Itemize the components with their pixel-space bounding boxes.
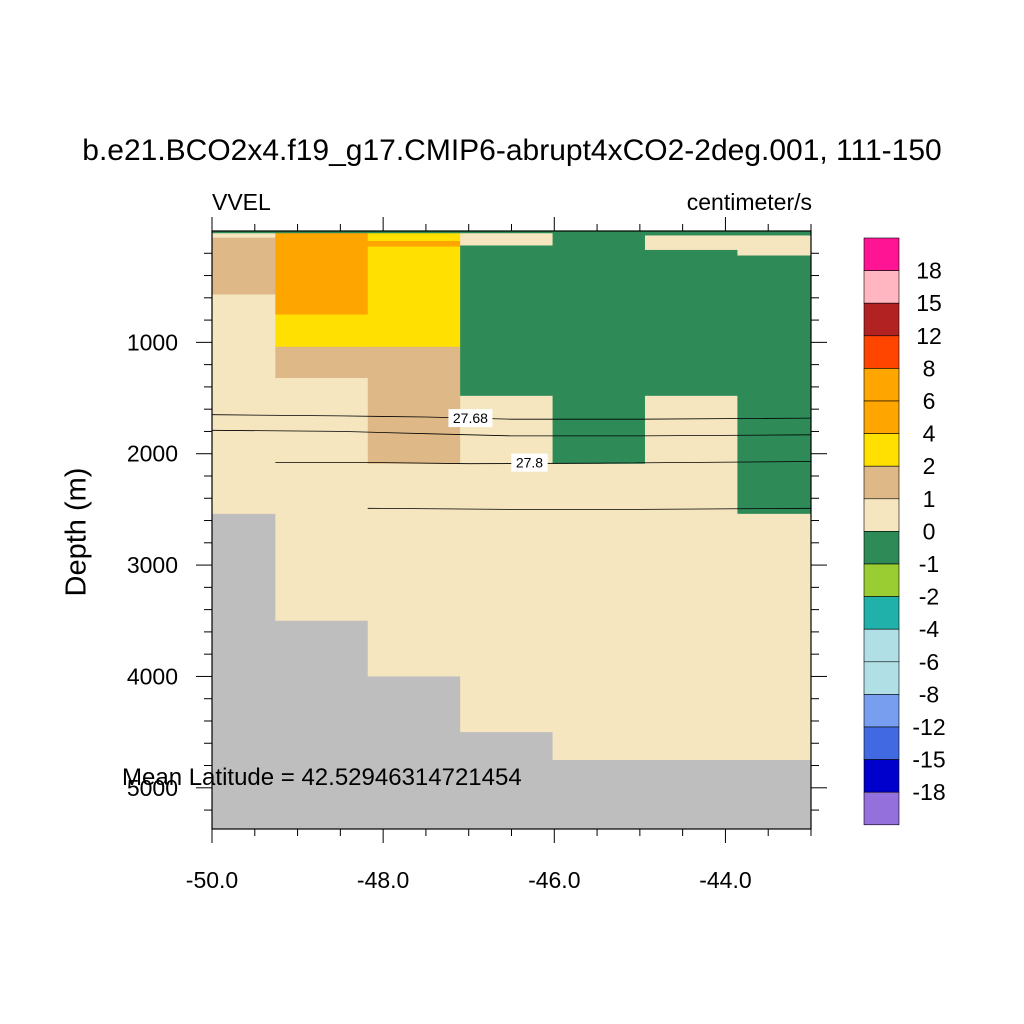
colorbar-label: -6	[919, 649, 939, 675]
data-cell	[275, 233, 369, 316]
colorbar-swatch	[863, 661, 900, 695]
colorbar-label: 2	[923, 453, 936, 479]
colorbar-label: 8	[923, 355, 936, 381]
colorbar-label: 6	[923, 388, 936, 414]
data-cell	[460, 231, 554, 234]
land-cell	[737, 759, 812, 830]
colorbar-swatch	[863, 433, 900, 467]
colorbar-swatch	[863, 596, 900, 630]
data-cell	[644, 249, 738, 397]
data-cell	[552, 231, 646, 465]
variable-name: VVEL	[212, 189, 271, 215]
colorbar-label: -18	[912, 779, 945, 805]
colorbar-label: -8	[919, 681, 939, 707]
contour-line	[211, 429, 812, 437]
x-tick-label: -46.0	[528, 867, 580, 893]
colorbar-label: -15	[912, 747, 945, 773]
data-cell	[737, 235, 812, 256]
data-cell	[275, 231, 369, 234]
data-cell	[737, 255, 812, 515]
contour-label: 27.68	[453, 410, 488, 426]
data-cell	[367, 233, 461, 242]
data-cell	[367, 463, 461, 677]
colorbar-swatch	[863, 791, 900, 826]
colorbar-label: 15	[916, 290, 942, 316]
data-cell	[367, 246, 461, 348]
data-cell	[737, 231, 812, 236]
data-cell	[275, 314, 369, 348]
data-cell	[367, 346, 461, 465]
contour-label-box	[448, 409, 493, 428]
data-cell	[367, 241, 461, 248]
land-cell	[552, 759, 646, 830]
data-cell	[212, 237, 276, 295]
data-cell	[552, 463, 646, 761]
x-tick-label: -50.0	[186, 867, 238, 893]
y-tick-label: 4000	[127, 663, 178, 689]
colorbar-label: 18	[916, 258, 942, 284]
data-cell	[644, 395, 738, 761]
x-tick-label: -48.0	[357, 867, 409, 893]
land-cell	[644, 759, 738, 830]
colorbar-label: -4	[919, 616, 940, 642]
colorbar-label: 1	[923, 486, 936, 512]
land-cell	[275, 620, 369, 830]
colorbar-label: 12	[916, 323, 942, 349]
y-tick-label: 5000	[127, 775, 178, 801]
data-cell	[460, 245, 554, 397]
colorbar-swatch	[863, 368, 900, 402]
density-contours: 27.68 27.8	[211, 409, 812, 510]
data-cell	[367, 231, 461, 234]
data-cell	[644, 235, 738, 251]
data-cell	[275, 346, 369, 379]
colorbar-label: 4	[923, 421, 936, 447]
land-cell	[367, 676, 461, 830]
colorbar-label: -12	[912, 714, 945, 740]
colorbar-swatch	[863, 563, 900, 597]
data-cell	[212, 233, 276, 239]
colorbar-label: -2	[919, 584, 939, 610]
colorbar-swatch	[863, 237, 900, 271]
data-cell	[460, 233, 554, 246]
data-cell	[275, 377, 369, 622]
data-cell	[460, 395, 554, 733]
units-label: centimeter/s	[686, 189, 812, 215]
colorbar-swatch	[863, 498, 900, 532]
colorbar-swatch	[863, 759, 900, 793]
y-tick-label: 1000	[127, 329, 178, 355]
colorbar-swatch	[863, 335, 900, 369]
colorbar-label: -1	[919, 551, 939, 577]
data-cell	[644, 231, 738, 236]
y-tick-label: 3000	[127, 552, 178, 578]
colorbar-swatch	[863, 400, 900, 434]
mean-latitude-annotation: Mean Latitude = 42.52946314721454	[122, 764, 522, 791]
data-cell	[212, 294, 276, 515]
land-cell	[460, 732, 554, 830]
contour-line	[367, 507, 812, 510]
data-cell	[737, 513, 812, 761]
field-cells	[212, 231, 812, 830]
land-cell	[212, 513, 276, 830]
colorbar-swatch	[863, 726, 900, 760]
colorbar-swatch	[863, 531, 900, 565]
contour-line	[275, 461, 812, 465]
colorbar-swatch	[863, 270, 900, 304]
colorbar-swatch	[863, 694, 900, 728]
x-axis: -50.0 -48.0 -46.0 -44.0	[186, 217, 812, 893]
y-axis: 1000 2000 3000 4000 5000	[127, 252, 827, 811]
colorbar-swatch	[863, 628, 900, 663]
x-tick-label: -44.0	[699, 867, 751, 893]
colorbar-swatch	[863, 465, 900, 500]
chart-title: b.e21.BCO2x4.f19_g17.CMIP6-abrupt4xCO2-2…	[82, 134, 942, 167]
y-tick-label: 2000	[127, 441, 178, 467]
contour-label: 27.8	[516, 455, 543, 471]
colorbar: 18 15 12 8 6 4 2 1 0 -1 -2 -4 -6 -8 -12 -15 -18	[863, 237, 946, 826]
colorbar-label: 0	[923, 518, 936, 544]
colorbar-swatch	[863, 302, 900, 337]
data-cell	[212, 231, 276, 234]
contour-label-box	[511, 453, 548, 472]
